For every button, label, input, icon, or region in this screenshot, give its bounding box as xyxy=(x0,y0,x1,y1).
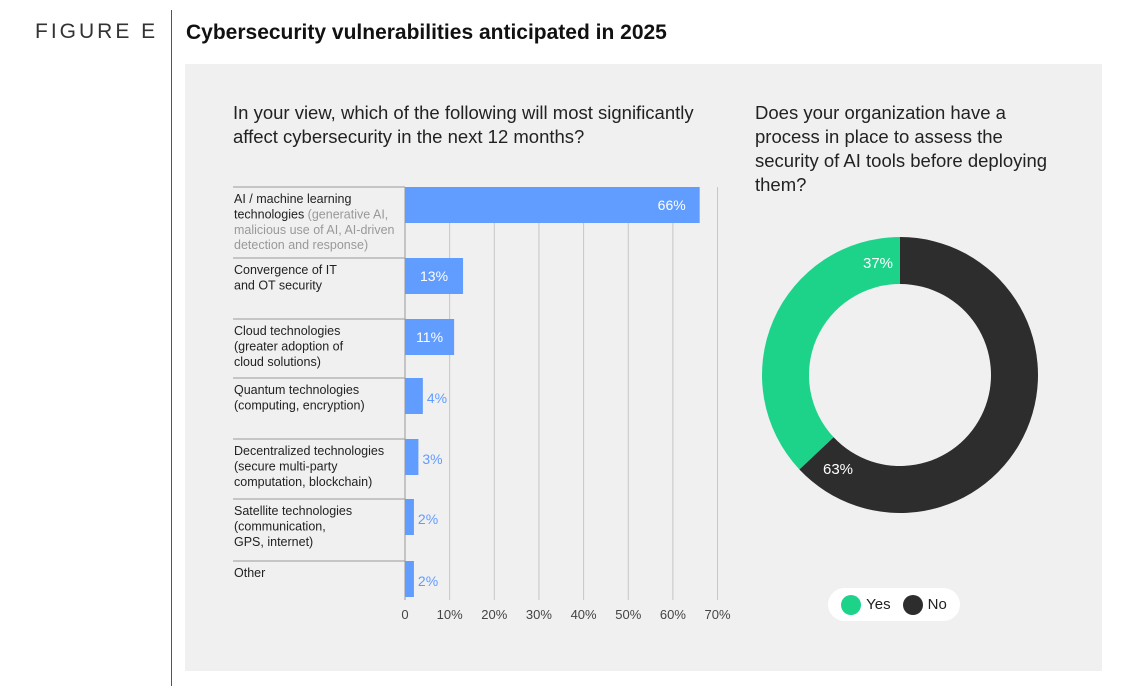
bar-value-label: 2% xyxy=(418,511,438,527)
category-sublabel: malicious use of AI, AI-driven xyxy=(234,223,395,237)
x-tick-label: 70% xyxy=(705,607,731,622)
x-tick-label: 0 xyxy=(401,607,408,622)
category-sublabel: detection and response) xyxy=(234,238,368,252)
category-label: GPS, internet) xyxy=(234,535,313,549)
divider xyxy=(171,10,172,686)
legend-swatch-no xyxy=(902,594,923,615)
bar xyxy=(405,319,455,355)
donut-value-label: 37% xyxy=(863,255,893,272)
page-title: Cybersecurity vulnerabilities anticipate… xyxy=(186,21,667,44)
legend-item-yes: Yes xyxy=(841,594,891,615)
bar-value-label: 3% xyxy=(422,451,442,467)
bar xyxy=(405,439,419,475)
category-label: cloud solutions) xyxy=(234,355,321,369)
category-label: Convergence of IT xyxy=(234,263,337,277)
x-tick-label: 20% xyxy=(481,607,507,622)
x-tick-label: 30% xyxy=(526,607,552,622)
bar xyxy=(405,378,423,414)
category-label: technologies (generative AI, xyxy=(234,208,388,222)
category-label: Cloud technologies xyxy=(234,324,340,338)
x-tick-label: 50% xyxy=(615,607,641,622)
x-tick-label: 60% xyxy=(660,607,686,622)
bar-value-label: 11% xyxy=(416,329,443,345)
donut-chart-question: Does your organization have a process in… xyxy=(755,102,1048,195)
donut-slice-no xyxy=(799,237,1038,513)
bar xyxy=(405,561,414,597)
category-label: (communication, xyxy=(234,520,326,534)
legend-item-no: No xyxy=(902,594,947,615)
bar xyxy=(405,187,700,223)
category-label: computation, blockchain) xyxy=(234,475,372,489)
bar xyxy=(405,258,464,294)
category-label: Quantum technologies xyxy=(234,383,359,397)
donut-slice-yes xyxy=(762,237,900,470)
bar-chart-question: In your view, which of the following wil… xyxy=(233,102,694,147)
bar xyxy=(405,499,414,535)
figure-label: FIGURE E xyxy=(35,20,159,43)
bar-value-label: 4% xyxy=(427,390,447,406)
x-tick-label: 10% xyxy=(437,607,463,622)
category-label: Other xyxy=(234,566,265,580)
donut-legend: Yes No xyxy=(828,588,960,621)
category-label: Satellite technologies xyxy=(234,504,352,518)
category-sublabel: (generative AI, xyxy=(304,208,388,222)
bar-value-label: 66% xyxy=(658,197,686,213)
legend-label-yes: Yes xyxy=(866,596,891,613)
donut-value-label: 63% xyxy=(823,461,853,478)
category-label: and OT security xyxy=(234,279,323,293)
bar-value-label: 13% xyxy=(420,268,448,284)
category-label: Decentralized technologies xyxy=(234,444,384,458)
chart-panel xyxy=(185,64,1102,671)
x-tick-label: 40% xyxy=(571,607,597,622)
category-label: AI / machine learning xyxy=(234,192,351,206)
bar-value-label: 2% xyxy=(418,573,438,589)
legend-swatch-yes xyxy=(841,594,862,615)
category-label: (computing, encryption) xyxy=(234,399,365,413)
legend-label-no: No xyxy=(927,596,947,613)
category-label: (greater adoption of xyxy=(234,340,344,354)
category-label: (secure multi-party xyxy=(234,460,338,474)
